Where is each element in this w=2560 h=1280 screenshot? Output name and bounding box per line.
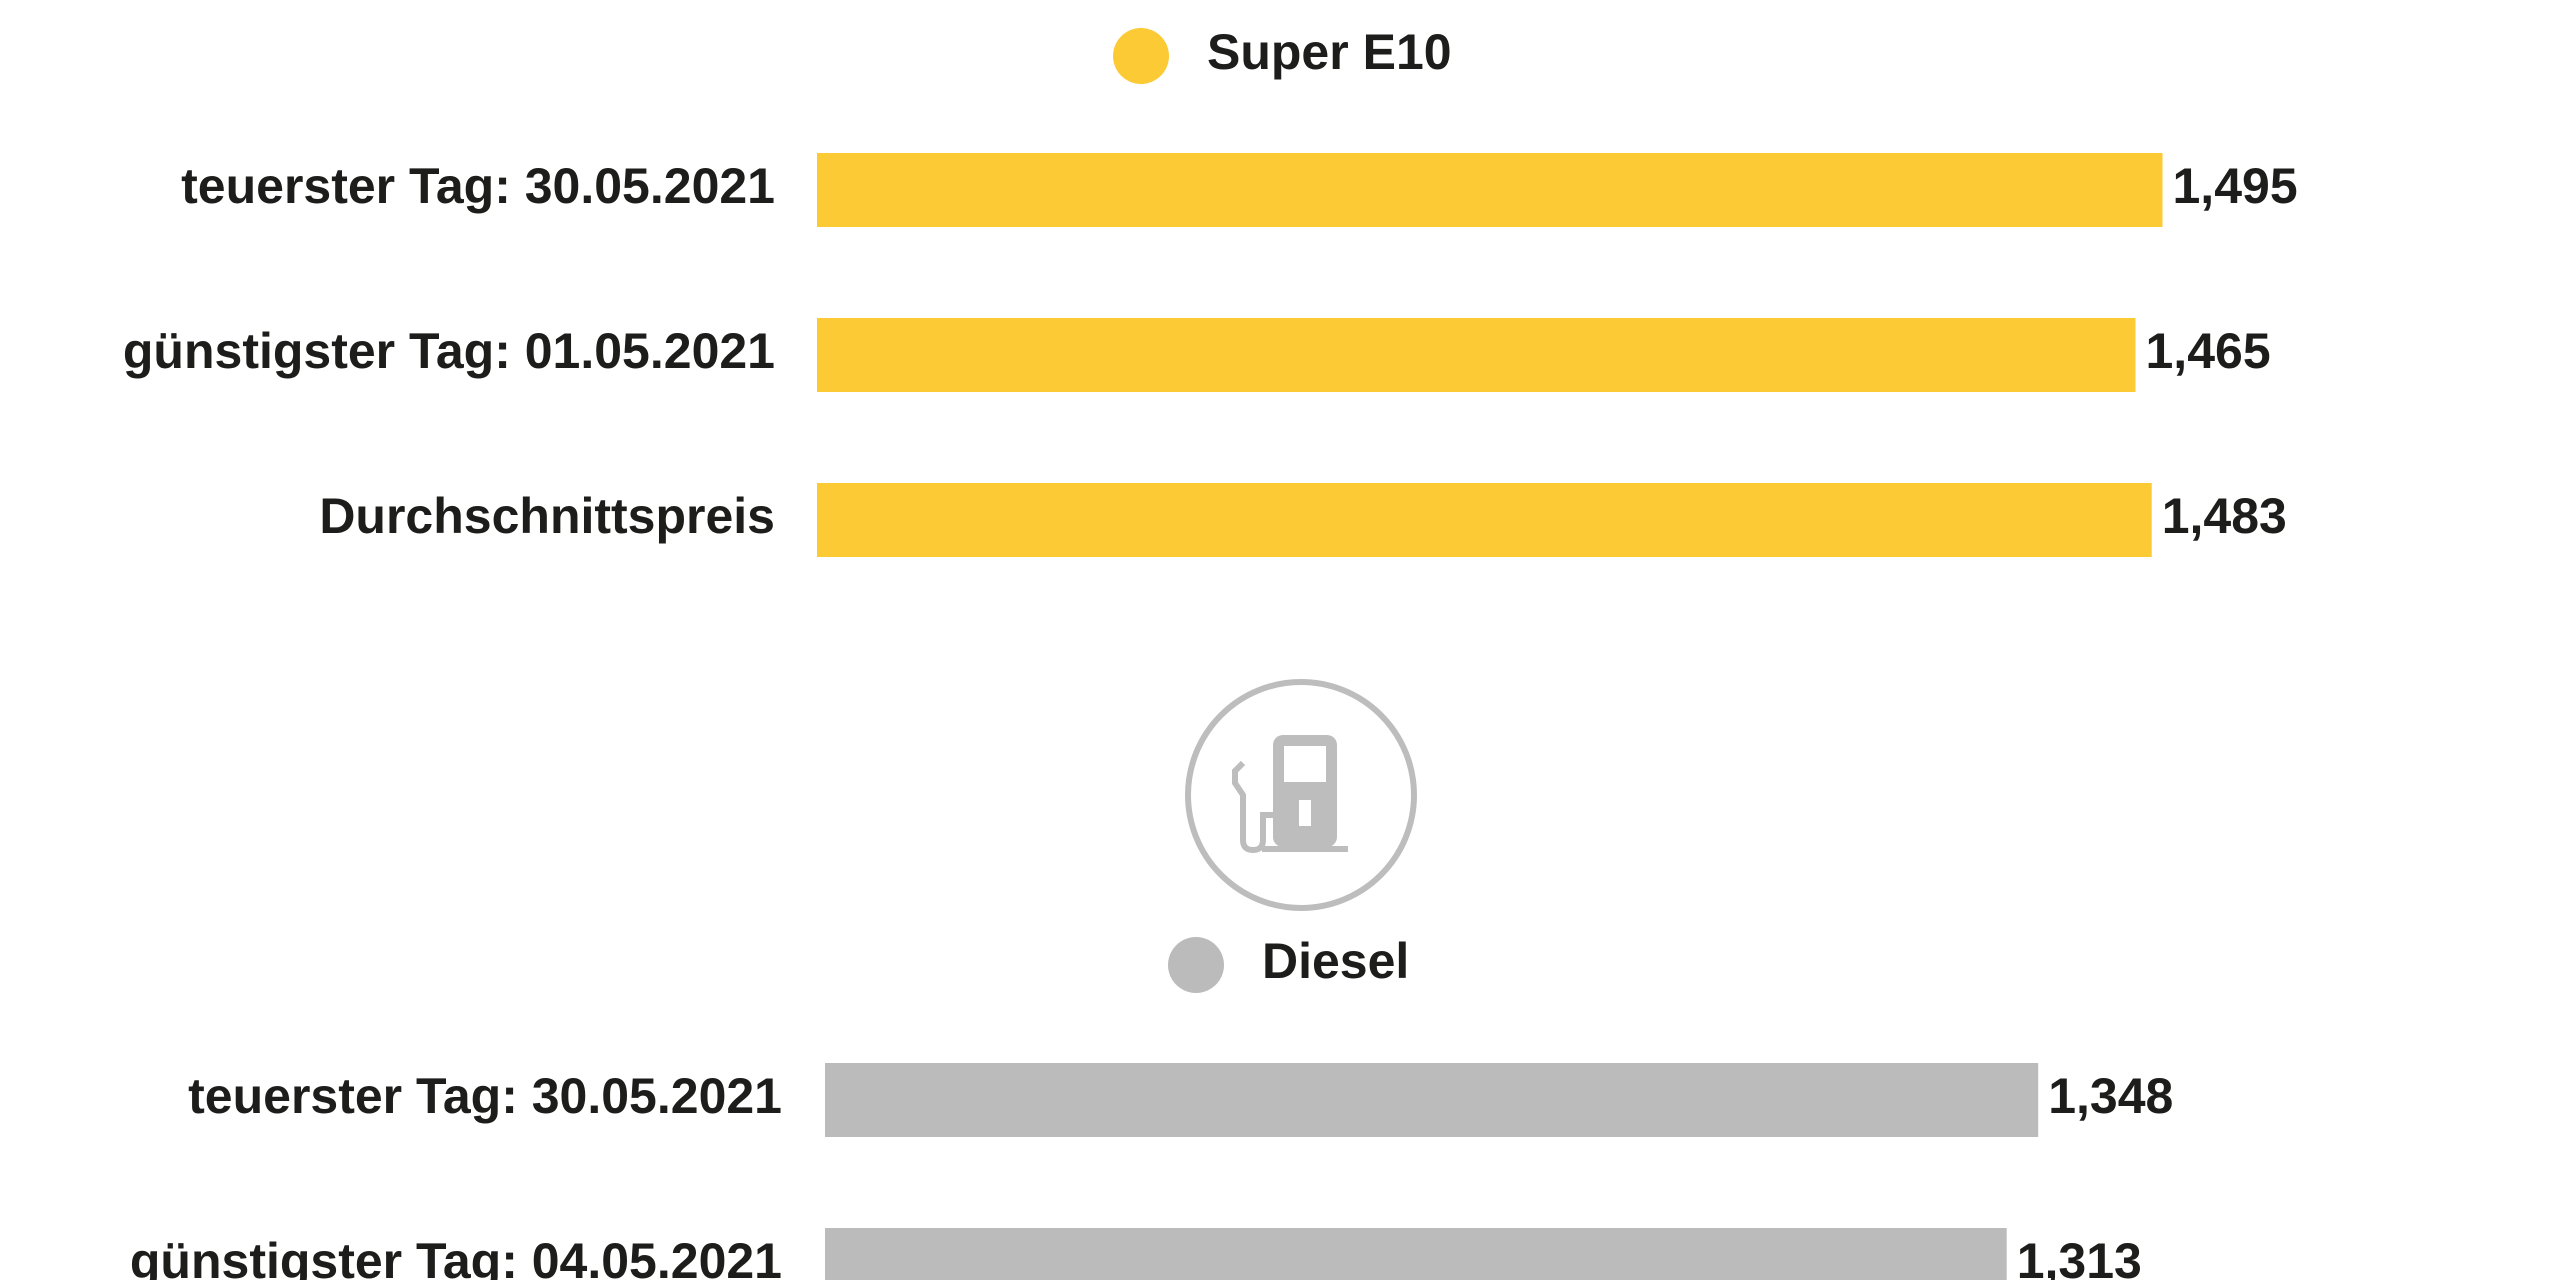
legend-label: Diesel (1262, 933, 1409, 989)
category-label: Durchschnittspreis (319, 488, 775, 544)
bar (817, 153, 2163, 227)
value-label: 1,348 (2048, 1068, 2173, 1124)
value-label: 1,465 (2146, 323, 2271, 379)
value-label: 1,495 (2173, 158, 2298, 214)
value-label: 1,483 (2162, 488, 2287, 544)
value-label: 1,313 (2017, 1233, 2142, 1280)
category-label: günstigster Tag: 04.05.2021 (130, 1233, 782, 1280)
category-label: teuerster Tag: 30.05.2021 (188, 1068, 782, 1124)
bar (825, 1063, 2039, 1137)
category-label: teuerster Tag: 30.05.2021 (181, 158, 775, 214)
bar (825, 1228, 2007, 1280)
legend-marker (1168, 937, 1224, 993)
fuel-icon (1185, 679, 1417, 911)
legend-marker (1113, 28, 1169, 84)
bar (817, 483, 2152, 557)
legend-label: Super E10 (1207, 24, 1452, 80)
category-label: günstigster Tag: 01.05.2021 (123, 323, 775, 379)
bar (817, 318, 2136, 392)
